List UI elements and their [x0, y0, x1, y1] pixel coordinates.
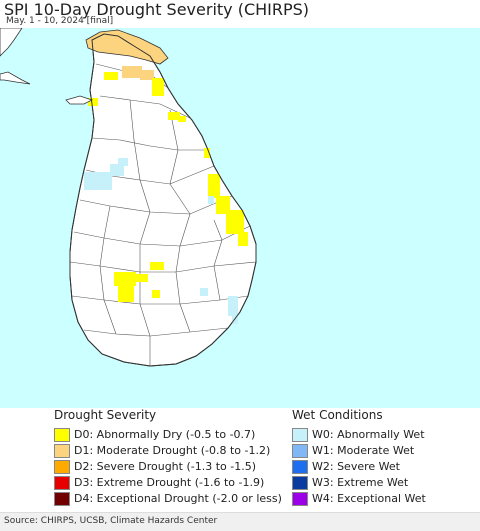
- map-subtitle: May. 1 - 10, 2024 [final]: [6, 16, 114, 26]
- mannar-island: [65, 95, 94, 105]
- sri-lanka-map: [0, 28, 257, 367]
- legend-item-d4: D4: Exceptional Drought (-2.0 or less): [54, 491, 282, 506]
- wet-legend-heading: Wet Conditions: [292, 408, 383, 422]
- drought-patches: [88, 66, 248, 302]
- legend-label-d4: D4: Exceptional Drought (-2.0 or less): [74, 492, 282, 505]
- source-credit: Source: CHIRPS, UCSB, Climate Hazards Ce…: [4, 516, 218, 526]
- map-title: SPI 10-Day Drought Severity (CHIRPS): [4, 0, 314, 19]
- legend: Drought Severity D0: Abnormally Dry (-0.…: [0, 408, 480, 513]
- legend-item-d3: D3: Extreme Drought (-1.6 to -1.9): [54, 475, 282, 490]
- map-area: [0, 28, 480, 410]
- island-outline: [69, 33, 257, 367]
- legend-item-d0: D0: Abnormally Dry (-0.5 to -0.7): [54, 427, 282, 442]
- legend-item-w1: W1: Moderate Wet: [292, 443, 426, 458]
- legend-label-w1: W1: Moderate Wet: [312, 444, 415, 457]
- swatch-w3: [292, 475, 308, 490]
- legend-label-w2: W2: Severe Wet: [312, 460, 400, 473]
- legend-label-d2: D2: Severe Drought (-1.3 to -1.5): [74, 460, 257, 473]
- legend-item-w4: W4: Exceptional Wet: [292, 491, 426, 506]
- jaffna-peninsula: [85, 29, 169, 65]
- swatch-d3: [54, 475, 70, 490]
- legend-label-d1: D1: Moderate Drought (-0.8 to -1.2): [74, 444, 271, 457]
- legend-label-w3: W3: Extreme Wet: [312, 476, 409, 489]
- legend-label-w0: W0: Abnormally Wet: [312, 428, 425, 441]
- drought-legend-heading: Drought Severity: [54, 408, 157, 422]
- footer: Source: CHIRPS, UCSB, Climate Hazards Ce…: [0, 512, 480, 531]
- drought-legend: Drought Severity D0: Abnormally Dry (-0.…: [54, 408, 282, 507]
- swatch-d2: [54, 459, 70, 474]
- swatch-w2: [292, 459, 308, 474]
- island-fragment: [0, 71, 31, 85]
- wet-patches: [84, 158, 238, 324]
- wet-legend: Wet Conditions W0: Abnormally Wet W1: Mo…: [292, 408, 426, 507]
- legend-label-w4: W4: Exceptional Wet: [312, 492, 426, 505]
- swatch-w0: [292, 427, 308, 442]
- swatch-d1: [54, 443, 70, 458]
- legend-item-w3: W3: Extreme Wet: [292, 475, 426, 490]
- legend-item-d2: D2: Severe Drought (-1.3 to -1.5): [54, 459, 282, 474]
- legend-label-d0: D0: Abnormally Dry (-0.5 to -0.7): [74, 428, 256, 441]
- swatch-d4: [54, 491, 70, 506]
- swatch-w4: [292, 491, 308, 506]
- legend-item-d1: D1: Moderate Drought (-0.8 to -1.2): [54, 443, 282, 458]
- legend-item-w2: W2: Severe Wet: [292, 459, 426, 474]
- india-coast: [0, 28, 23, 57]
- swatch-w1: [292, 443, 308, 458]
- swatch-d0: [54, 427, 70, 442]
- legend-label-d3: D3: Extreme Drought (-1.6 to -1.9): [74, 476, 265, 489]
- legend-item-w0: W0: Abnormally Wet: [292, 427, 426, 442]
